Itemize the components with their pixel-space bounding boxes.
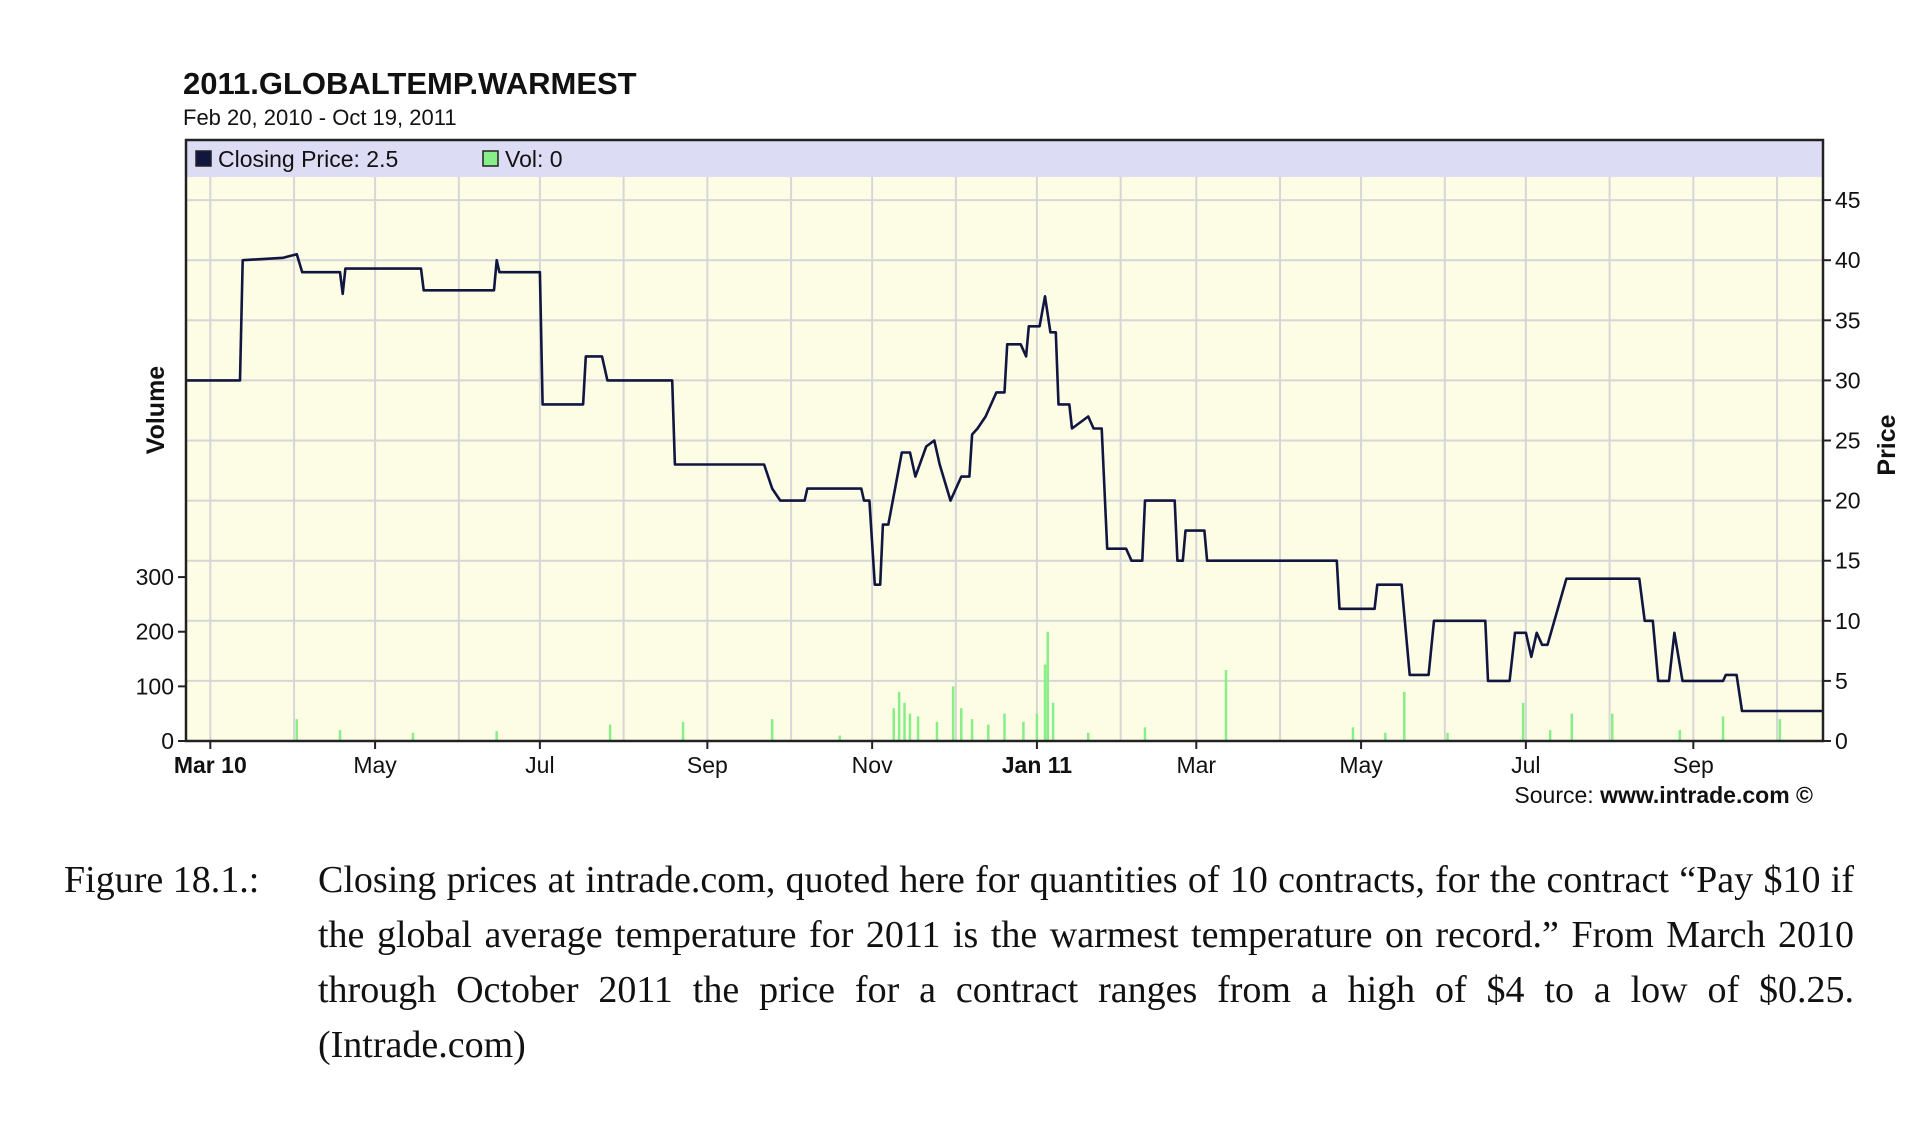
chart-subtitle: Feb 20, 2010 - Oct 19, 2011 [183, 105, 457, 130]
x-tick-label: Jul [525, 752, 554, 778]
x-tick-label: Nov [852, 752, 893, 778]
legend-swatch [482, 150, 499, 167]
price-tick-label: 35 [1835, 307, 1861, 333]
price-tick-label: 25 [1835, 428, 1861, 454]
y-axis-label-volume: Volume [142, 366, 170, 455]
y-axis-label-price: Price [1873, 414, 1901, 475]
x-tick-label: May [1339, 752, 1383, 778]
price-tick-label: 10 [1835, 608, 1861, 634]
source-site: www.intrade.com © [1599, 782, 1813, 808]
x-tick-label: Sep [687, 752, 728, 778]
price-volume-chart: Mar 10 May Jul Sep Nov Jan 11 Mar May Jul Sep 0 5 10… [136, 138, 1901, 808]
x-tick-label: Jul [1511, 752, 1540, 778]
volume-tick-label: 200 [136, 619, 174, 645]
volume-tick-label: 0 [161, 728, 174, 754]
source-note: Source: www.intrade.com © [1514, 782, 1813, 808]
price-tick-label: 20 [1835, 488, 1861, 514]
legend-band [186, 140, 1823, 177]
legend-label: Vol: 0 [505, 146, 563, 172]
price-series-line [186, 252, 1823, 713]
chart-title: 2011.GLOBALTEMP.WARMEST [183, 66, 637, 101]
x-tick-label: Mar 10 [174, 752, 247, 778]
price-tick-label: 45 [1835, 187, 1861, 213]
x-tick-label: Mar [1176, 752, 1216, 778]
price-tick-label: 40 [1835, 247, 1861, 273]
legend-swatch [195, 150, 212, 167]
x-tick-label: Jan 11 [1002, 752, 1073, 778]
price-tick-label: 15 [1835, 548, 1861, 574]
caption-label: Figure 18.1.: [64, 859, 260, 901]
price-tick-label: 30 [1835, 367, 1861, 393]
x-tick-label: Sep [1673, 752, 1714, 778]
x-tick-label: May [353, 752, 397, 778]
volume-tick-label: 300 [136, 564, 174, 590]
caption-text: Closing prices at intrade.com, quoted he… [318, 859, 1854, 1066]
source-label: Source: [1514, 782, 1593, 808]
price-tick-label: 0 [1835, 728, 1848, 754]
price-tick-label: 5 [1835, 668, 1848, 694]
legend-label: Closing Price: 2.5 [218, 146, 398, 172]
volume-tick-label: 100 [136, 673, 174, 699]
